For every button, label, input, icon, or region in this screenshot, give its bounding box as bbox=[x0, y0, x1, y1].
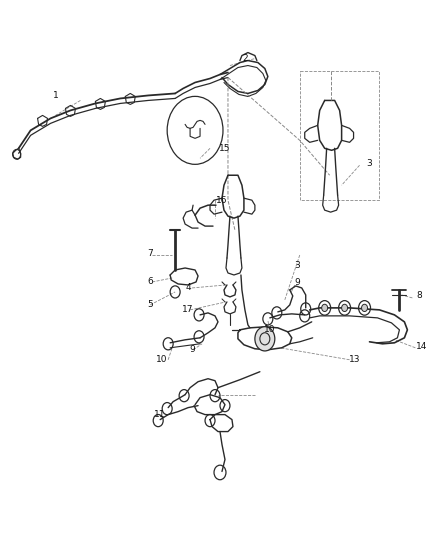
Text: 11: 11 bbox=[155, 410, 166, 419]
Circle shape bbox=[361, 304, 367, 311]
Text: 10: 10 bbox=[156, 356, 168, 364]
Text: 3: 3 bbox=[367, 159, 372, 168]
Text: 1: 1 bbox=[53, 91, 58, 100]
Text: 15: 15 bbox=[219, 144, 231, 153]
Text: 6: 6 bbox=[147, 278, 153, 286]
Text: 4: 4 bbox=[185, 284, 191, 293]
Text: 10: 10 bbox=[264, 325, 276, 334]
Text: 9: 9 bbox=[189, 345, 195, 354]
Text: 5: 5 bbox=[147, 301, 153, 309]
Text: 2: 2 bbox=[242, 54, 248, 63]
Text: 13: 13 bbox=[349, 356, 360, 364]
Text: 14: 14 bbox=[416, 342, 427, 351]
Text: 16: 16 bbox=[216, 196, 228, 205]
Text: 3: 3 bbox=[294, 261, 300, 270]
Text: 9: 9 bbox=[295, 278, 300, 287]
Circle shape bbox=[255, 327, 275, 351]
Text: 17: 17 bbox=[182, 305, 194, 314]
Circle shape bbox=[342, 304, 348, 311]
Circle shape bbox=[321, 304, 328, 311]
Text: 8: 8 bbox=[417, 292, 422, 301]
Text: 7: 7 bbox=[147, 248, 153, 257]
